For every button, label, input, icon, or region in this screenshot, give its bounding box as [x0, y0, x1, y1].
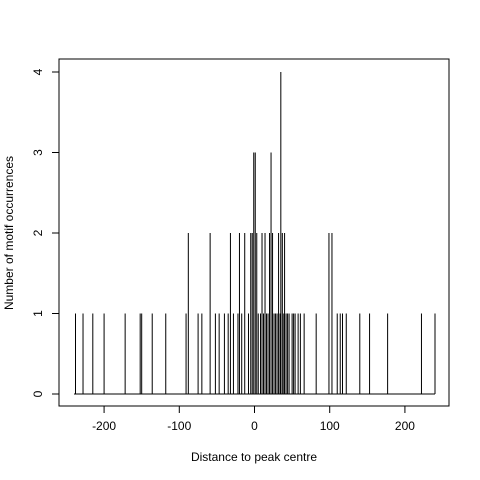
y-axis: 0 1 2 3 4 [31, 68, 59, 397]
x-tick-label: 200 [395, 419, 415, 433]
x-tick-label: -200 [92, 419, 116, 433]
y-tick-label: 1 [31, 310, 45, 317]
y-tick-label: 4 [31, 68, 45, 75]
y-axis-label: Number of motif occurrences [2, 156, 16, 310]
x-axis-label: Distance to peak centre [191, 450, 317, 464]
x-tick-label: 100 [320, 419, 340, 433]
x-axis: -200 -100 0 100 200 [92, 406, 415, 433]
x-tick-label: -100 [167, 419, 191, 433]
y-tick-label: 3 [31, 149, 45, 156]
x-tick-label: 0 [251, 419, 258, 433]
y-tick-label: 0 [31, 390, 45, 397]
series-marks [74, 72, 435, 394]
y-tick-label: 2 [31, 229, 45, 236]
